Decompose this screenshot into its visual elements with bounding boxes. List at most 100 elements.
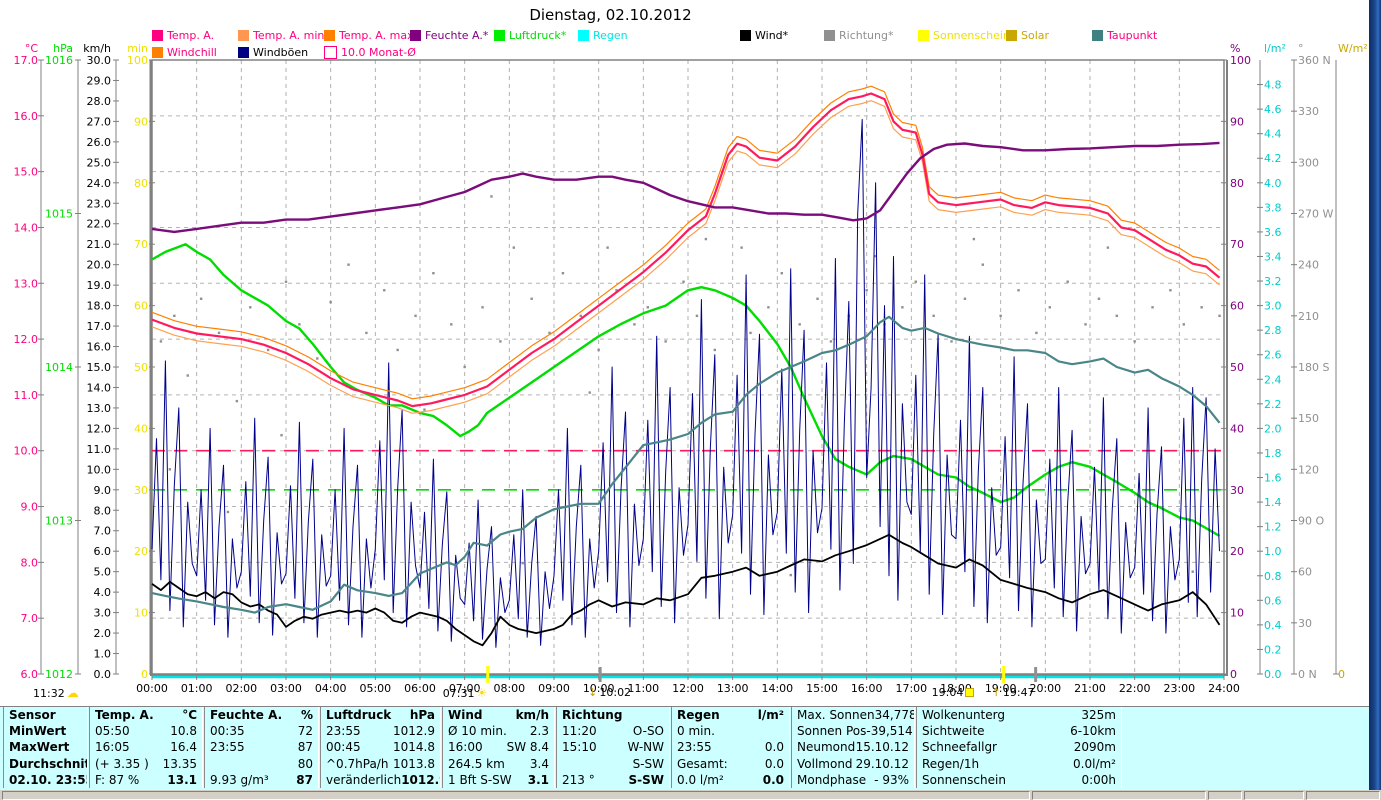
direction-dot [664, 340, 667, 343]
x-axis-label: 13:00 [717, 682, 749, 695]
table-row: 15:10 W-NW [557, 739, 669, 755]
direction-dot [579, 314, 582, 318]
table-cell: 15:10 [562, 740, 597, 755]
direction-dot [463, 365, 466, 369]
sunrise-label: 07:31 ☀ [443, 686, 487, 700]
table-cell: 325m [1081, 708, 1116, 723]
direction-dot [1035, 331, 1038, 335]
legend-item-temp-a-min: Temp. A. min [238, 29, 324, 42]
direction-dot [226, 510, 230, 514]
series-luftdruck [151, 243, 1221, 537]
direction-dot [561, 271, 565, 275]
x-axis-label: 21:00 [1074, 682, 1106, 695]
table-cell: -39,514° [866, 724, 914, 739]
axis-unit-label: l/m² [1264, 42, 1286, 55]
table-cell: l/m² [757, 708, 784, 723]
sunset-icon [965, 688, 975, 697]
x-axis-label: 05:00 [359, 682, 391, 695]
table-cell: 0.0 [764, 740, 784, 755]
direction-dot [450, 323, 453, 326]
axis-tick-label: 9.0 [94, 484, 112, 497]
direction-dot [365, 331, 368, 335]
table-cell: Sonnen Pos [797, 724, 867, 739]
direction-dot [1169, 289, 1172, 292]
table-cell: 00:45 [326, 740, 361, 755]
axis-tick-label: 23.0 [87, 197, 112, 210]
table-row: 00:35 72 [205, 723, 318, 739]
table-cell: 1012.9 [393, 724, 435, 739]
direction-dot [646, 306, 649, 309]
legend-item-luftdruck-: Luftdruck* [494, 29, 566, 42]
table-row: Regen/1h 0.0l/m² [917, 756, 1121, 772]
desktop-background-strip [1369, 0, 1381, 790]
legend-swatch-icon [1006, 30, 1017, 41]
axis-tick-label: 16.0 [14, 110, 39, 123]
table-cell: Feuchte A. [210, 708, 283, 723]
direction-dot [704, 237, 708, 241]
axis-tick-label: 2.8 [1264, 324, 1282, 337]
table-row: 00:45 1014.8 [321, 739, 440, 755]
direction-dot [999, 314, 1002, 318]
table-cell: Gesamt: [677, 756, 728, 771]
axis-tick-label: 3.8 [1264, 201, 1282, 214]
axis-tick-label: 26.0 [87, 136, 112, 149]
table-row: 9.93 g/m³ 87 [205, 772, 318, 788]
axis-tick-label: 16.0 [87, 341, 112, 354]
table-cell: 87 [296, 772, 313, 787]
direction-dot [816, 297, 819, 300]
axis-tick-label: 10.0 [87, 463, 112, 476]
legend-swatch-icon [824, 30, 835, 41]
direction-dot [932, 314, 935, 318]
sunrise-time: 07:31 [442, 686, 475, 700]
legend-label: Sonnenschein [933, 29, 1010, 42]
table-cell: 29.10.12 [855, 756, 909, 771]
axis-tick-label: 2.2 [1264, 398, 1282, 411]
axis-tick-label: 1.0 [1264, 545, 1282, 558]
direction-dot [186, 374, 189, 377]
series-windb-en [151, 118, 1220, 648]
legend-label: Solar [1021, 29, 1050, 42]
legend-label: Wind* [755, 29, 789, 42]
table-cell: (+ 3.35 ) [95, 756, 149, 771]
axis-tick-label: 17.0 [87, 320, 112, 333]
table-cell: Sichtweite [922, 724, 985, 739]
x-axis-label: 14:00 [761, 682, 793, 695]
legend-swatch-icon [740, 30, 751, 41]
axis-tick-label: 0 [1338, 668, 1345, 681]
axis-tick-label: 70 [134, 238, 148, 251]
table-cell: Richtung [562, 708, 623, 723]
direction-dot [606, 246, 609, 249]
table-row: Mondphase - 93% [792, 772, 914, 788]
axis-tick-label: 15.0 [87, 361, 112, 374]
axis-tick-label: 0.0 [1264, 668, 1282, 681]
table-row: MaxWert [4, 739, 87, 755]
axis-tick-label: 2.0 [1264, 422, 1282, 435]
table-cell: 05:50 [95, 724, 130, 739]
table-panel-luftdruck: Luftdruck hPa 23:55 1012.9 00:45 1014.8 ^0.7hP… [320, 707, 441, 788]
axis-tick-label: 30 [134, 484, 148, 497]
axis-tick-label: 6.0 [21, 668, 39, 681]
axis-tick-label: 19.0 [87, 279, 112, 292]
axis-tick-label: 80 [134, 177, 148, 190]
axis-tick-label: 9.0 [21, 501, 39, 514]
axis-tick-label: 70 [1230, 238, 1244, 251]
direction-dot [1133, 340, 1136, 343]
axis-tick-label: 1.4 [1264, 496, 1282, 509]
legend-label: 10.0 Monat-Ø [341, 46, 416, 59]
legend-label: Windchill [167, 46, 217, 59]
direction-dot [284, 280, 288, 283]
direction-dot [347, 263, 350, 266]
direction-dot [740, 246, 743, 249]
direction-dot [414, 314, 417, 318]
moonrise-icon: ↑ [991, 686, 1001, 699]
weather-icon: ☁ [66, 686, 79, 700]
axis-unit-label: hPa [53, 42, 73, 55]
series-temp-a-min [151, 100, 1220, 414]
axis-tick-label: 11.0 [87, 443, 112, 456]
x-axis-label: 11:00 [627, 682, 659, 695]
legend-swatch-icon [918, 30, 929, 41]
direction-dot [432, 271, 435, 275]
axis-tick-label: 12.0 [14, 333, 39, 346]
direction-dot [789, 573, 792, 577]
axis-tick-label: 28.0 [87, 95, 112, 108]
